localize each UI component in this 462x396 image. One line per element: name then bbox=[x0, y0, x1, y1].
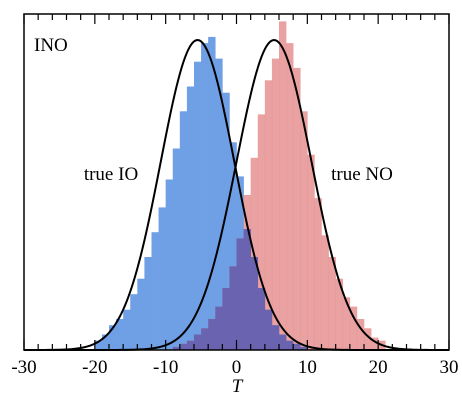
overlap-bar-13 bbox=[186, 340, 195, 350]
hist-bar-no-15 bbox=[279, 21, 287, 351]
hist-bar-io-13 bbox=[186, 86, 195, 350]
overlap-bar-20 bbox=[236, 238, 244, 350]
hist-bar-io-11 bbox=[172, 148, 181, 350]
overlap-bar-24 bbox=[264, 309, 273, 350]
hist-bar-io-1 bbox=[101, 334, 110, 350]
hist-bar-no-18 bbox=[300, 111, 308, 350]
hist-bar-io-4 bbox=[123, 309, 131, 350]
overlap-bar-16 bbox=[208, 319, 216, 350]
hist-bar-io-10 bbox=[165, 179, 174, 350]
hist-bar-io-18 bbox=[222, 92, 230, 350]
hist-bar-no-25 bbox=[349, 306, 358, 350]
hist-bar-no-23 bbox=[335, 278, 344, 350]
hist-bar-no-13 bbox=[264, 80, 273, 351]
overlap-bar-28 bbox=[293, 343, 301, 350]
hist-bar-io-0 bbox=[94, 340, 103, 350]
x-tick-label-30: 30 bbox=[440, 357, 459, 378]
x-tick-label--20: -20 bbox=[82, 357, 107, 378]
overlap-bar-19 bbox=[229, 266, 237, 350]
hist-bar-io-14 bbox=[194, 61, 202, 350]
annotation-true-no: true NO bbox=[331, 164, 393, 185]
hist-bar-io-12 bbox=[179, 111, 188, 350]
hist-bar-no-19 bbox=[307, 154, 315, 350]
hist-bar-no-24 bbox=[342, 297, 351, 350]
hist-bar-no-26 bbox=[356, 319, 365, 350]
hist-bar-io-16 bbox=[208, 36, 216, 351]
overlap-bar-29 bbox=[300, 346, 308, 350]
x-tick-label--10: -10 bbox=[153, 357, 178, 378]
histogram-overlap bbox=[172, 229, 308, 350]
plot-frame bbox=[23, 13, 450, 351]
histogram-true-io bbox=[94, 36, 308, 351]
hist-bar-no-17 bbox=[293, 67, 301, 351]
hist-bar-no-16 bbox=[286, 43, 294, 350]
overlap-bar-15 bbox=[201, 328, 209, 350]
overlap-bar-21 bbox=[243, 229, 251, 350]
x-tick-label-0: 0 bbox=[232, 357, 242, 378]
hist-bar-no-14 bbox=[271, 58, 280, 350]
hist-bar-io-19 bbox=[229, 142, 237, 350]
overlap-bar-25 bbox=[271, 325, 280, 350]
annotation-true-io: true IO bbox=[84, 164, 138, 185]
hist-bar-io-8 bbox=[151, 232, 159, 350]
overlap-bar-17 bbox=[215, 306, 223, 350]
x-axis-label: T bbox=[232, 376, 244, 396]
hist-bar-io-7 bbox=[144, 257, 152, 350]
overlap-bar-23 bbox=[257, 288, 266, 350]
overlap-bar-12 bbox=[179, 343, 188, 350]
overlap-bar-22 bbox=[250, 257, 259, 350]
hist-bar-io-2 bbox=[109, 325, 117, 350]
x-tick-label--30: -30 bbox=[11, 357, 36, 378]
hist-bar-io-15 bbox=[201, 43, 209, 350]
hist-bar-io-6 bbox=[137, 278, 145, 350]
x-tick-label-20: 20 bbox=[369, 357, 388, 378]
overlap-bar-14 bbox=[194, 334, 202, 350]
panel-label: INO bbox=[34, 35, 68, 56]
hist-bar-io-3 bbox=[116, 319, 124, 350]
hist-bar-no-21 bbox=[321, 235, 329, 350]
hist-bar-no-27 bbox=[364, 328, 372, 350]
hist-bar-io-5 bbox=[130, 294, 138, 350]
hist-bar-no-20 bbox=[314, 198, 322, 350]
hist-bar-io-9 bbox=[158, 207, 166, 350]
hist-bar-no-12 bbox=[257, 114, 266, 351]
x-tick-labels: -30 -20 -10 0 10 20 30 bbox=[11, 357, 458, 378]
overlap-bar-11 bbox=[172, 346, 181, 350]
overlap-bar-27 bbox=[286, 340, 294, 350]
overlap-bar-26 bbox=[279, 334, 287, 350]
x-tick-label-10: 10 bbox=[298, 357, 317, 378]
hist-bar-no-28 bbox=[371, 337, 379, 350]
overlap-bar-18 bbox=[222, 288, 230, 350]
hist-bar-io-17 bbox=[215, 58, 223, 350]
hist-bar-no-22 bbox=[328, 257, 336, 350]
